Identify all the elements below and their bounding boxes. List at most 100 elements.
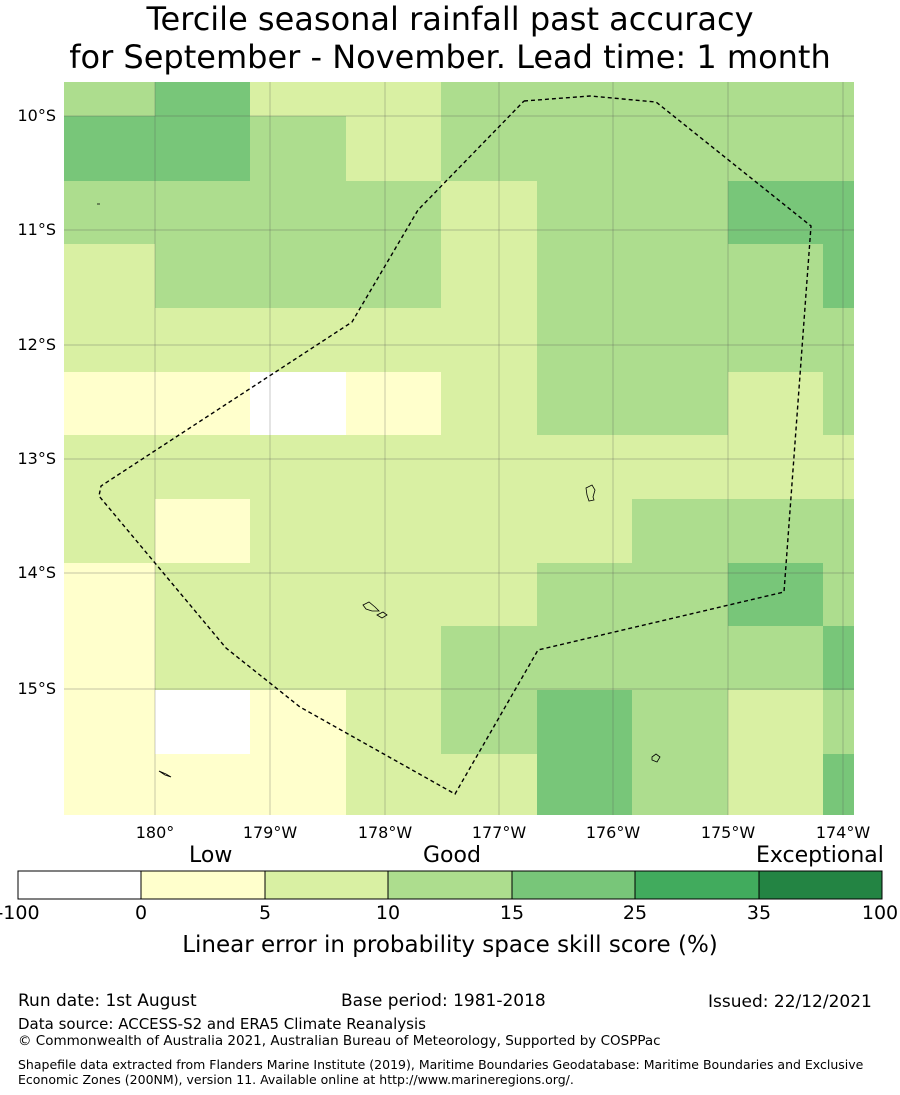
colorbar-segment	[265, 871, 388, 899]
eez-boundary	[98, 95, 812, 795]
skill-cell	[155, 116, 250, 181]
title-line-1: Tercile seasonal rainfall past accuracy	[146, 0, 754, 38]
skill-cell	[441, 499, 537, 563]
skill-cell	[250, 435, 346, 499]
data-source: Data source: ACCESS-S2 and ERA5 Climate …	[18, 1015, 426, 1033]
skill-cell	[537, 116, 632, 181]
skill-cell	[155, 690, 250, 754]
skill-cell	[823, 690, 854, 754]
skill-cell	[823, 563, 854, 626]
skill-cell	[441, 435, 537, 499]
skill-cell	[441, 308, 537, 372]
skill-cell	[632, 82, 728, 116]
skill-cell	[346, 308, 441, 372]
skill-cell	[250, 499, 346, 563]
copyright: © Commonwealth of Australia 2021, Austra…	[18, 1033, 661, 1049]
skill-cell	[155, 626, 250, 690]
skill-cell	[728, 116, 823, 181]
skill-cell	[728, 499, 823, 563]
skill-cell	[441, 244, 537, 308]
skill-cell	[250, 82, 346, 116]
skill-cell	[537, 435, 632, 499]
lon-label: 175°W	[701, 823, 756, 842]
skill-cell	[346, 181, 441, 244]
colorbar-segment	[18, 871, 141, 899]
skill-cell	[823, 116, 854, 181]
skill-cell	[155, 499, 250, 563]
colorbar	[17, 870, 883, 900]
skill-cell	[537, 308, 632, 372]
skill-cell	[632, 690, 728, 754]
page-title: Tercile seasonal rainfall past accuracy …	[0, 0, 900, 76]
island-outline	[376, 611, 388, 619]
skill-cell	[728, 563, 823, 626]
skill-cell	[632, 308, 728, 372]
lon-label: 174°W	[816, 823, 871, 842]
skill-cell	[250, 690, 346, 754]
colorbar-segment	[635, 871, 759, 899]
skill-cell	[155, 82, 250, 116]
skill-cell	[441, 754, 537, 815]
skill-cell	[823, 372, 854, 435]
skill-cell	[64, 82, 155, 116]
skill-cell	[441, 181, 537, 244]
skill-cell	[632, 563, 728, 626]
graticule	[64, 82, 854, 815]
island-outline	[651, 753, 661, 763]
colorbar-title: Linear error in probability space skill …	[182, 932, 718, 958]
colorbar-tick: 25	[622, 902, 648, 924]
skill-cell	[728, 181, 823, 244]
skill-cell	[64, 435, 155, 499]
skill-cell	[346, 499, 441, 563]
skill-cell	[728, 435, 823, 499]
skill-cell	[728, 308, 823, 372]
skill-cell	[632, 181, 728, 244]
lon-label: 179°W	[243, 823, 298, 842]
skill-cell	[537, 181, 632, 244]
lat-label: 13°S	[17, 449, 56, 468]
skill-cell	[537, 499, 632, 563]
skill-cell	[64, 626, 155, 690]
lat-label: 14°S	[17, 563, 56, 582]
skill-cell	[441, 626, 537, 690]
skill-cell	[346, 372, 441, 435]
title-line-2: for September - November. Lead time: 1 m…	[69, 38, 831, 76]
skill-cell	[155, 435, 250, 499]
lon-label: 180°	[136, 823, 175, 842]
lon-label: 176°W	[586, 823, 641, 842]
skill-cell	[155, 754, 250, 815]
skill-cell	[346, 690, 441, 754]
issued-date: Issued: 22/12/2021	[708, 992, 872, 1012]
skill-cell	[250, 626, 346, 690]
shapefile-credit: Shapefile data extracted from Flanders M…	[18, 1057, 864, 1087]
lat-label: 15°S	[17, 679, 56, 698]
colorbar-segment	[512, 871, 635, 899]
skill-cell	[728, 372, 823, 435]
island-outline	[158, 770, 172, 778]
skill-cell	[441, 82, 537, 116]
skill-cell	[64, 181, 155, 244]
skill-cell	[64, 372, 155, 435]
skill-cell	[346, 116, 441, 181]
skill-cell	[346, 244, 441, 308]
colorbar-low-label: Low	[189, 843, 233, 868]
skill-cell	[155, 308, 250, 372]
colorbar-exceptional-label: Exceptional	[756, 843, 884, 868]
lon-label: 178°W	[358, 823, 413, 842]
skill-cell	[823, 82, 854, 116]
colorbar-tick: 5	[258, 902, 272, 924]
skill-grid	[64, 82, 854, 815]
skill-cell	[155, 372, 250, 435]
skill-cell	[250, 372, 346, 435]
run-date: Run date: 1st August	[18, 991, 197, 1011]
skill-cell	[346, 82, 441, 116]
skill-cell	[823, 626, 854, 690]
skill-cell	[250, 116, 346, 181]
skill-cell	[537, 244, 632, 308]
island-outline	[585, 484, 596, 502]
lon-label: 177°W	[472, 823, 527, 842]
lat-label: 11°S	[17, 220, 56, 239]
skill-cell	[250, 244, 346, 308]
skill-cell	[155, 563, 250, 626]
